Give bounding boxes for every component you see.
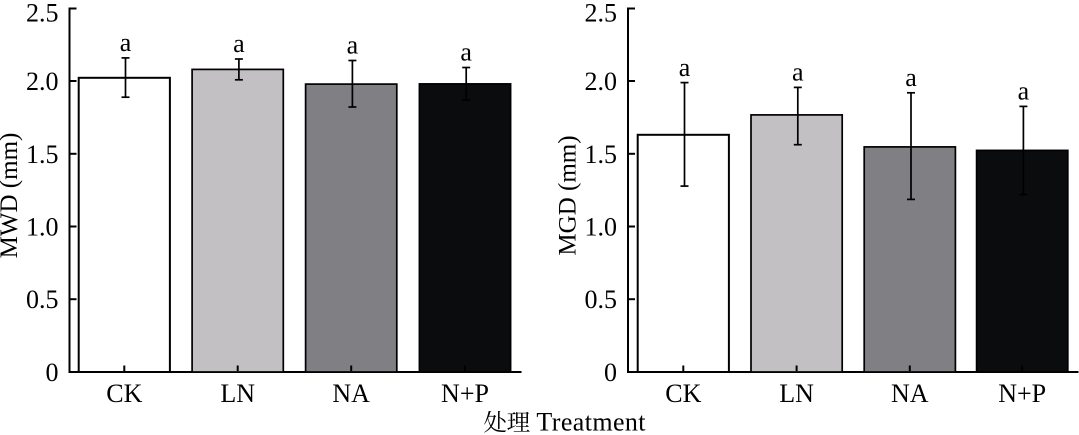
svg-text:1.5: 1.5 [585,140,618,169]
svg-text:2.5: 2.5 [26,0,59,28]
svg-text:0.5: 0.5 [585,285,618,314]
svg-text:a: a [905,63,917,92]
svg-text:a: a [120,28,132,57]
svg-text:a: a [460,38,472,67]
svg-text:2.5: 2.5 [585,0,618,28]
svg-text:MGD (mm): MGD (mm) [555,135,582,255]
svg-text:NA: NA [332,379,370,408]
svg-text:1.5: 1.5 [26,140,59,169]
svg-text:MWD (mm): MWD (mm) [0,133,23,259]
svg-text:a: a [1018,77,1030,106]
svg-text:a: a [792,58,804,87]
svg-text:LN: LN [779,379,814,408]
svg-text:0: 0 [46,358,59,387]
svg-text:2.0: 2.0 [585,67,618,96]
svg-text:2.0: 2.0 [26,67,59,96]
svg-text:CK: CK [106,379,142,408]
svg-text:LN: LN [220,379,255,408]
svg-text:CK: CK [665,379,701,408]
svg-text:Treatment: Treatment [536,407,646,435]
svg-text:1.0: 1.0 [585,213,618,242]
svg-text:0.5: 0.5 [26,285,59,314]
svg-text:N+P: N+P [441,379,489,408]
svg-text:a: a [347,31,359,60]
svg-text:NA: NA [891,379,929,408]
svg-text:1.0: 1.0 [26,213,59,242]
svg-text:N+P: N+P [998,379,1046,408]
svg-text:a: a [233,29,245,58]
svg-text:a: a [679,53,691,82]
svg-text:0: 0 [604,358,617,387]
